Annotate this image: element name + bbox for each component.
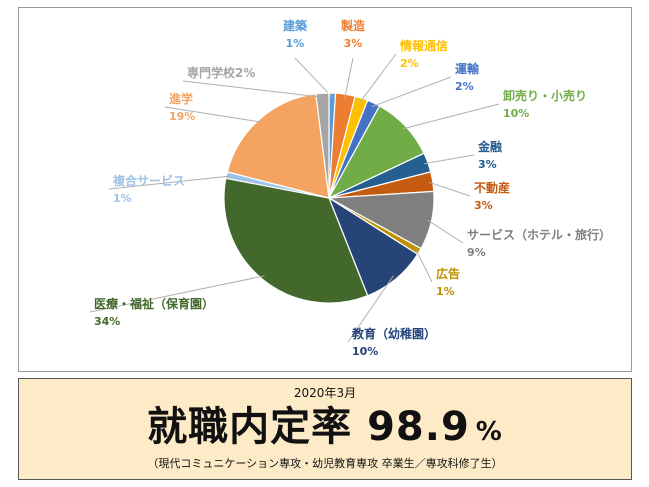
leader-line [108,175,231,190]
leader-line [415,249,433,283]
slice-label: 製造 [340,18,366,33]
leader-line [182,80,323,98]
slice-percent-label: 1% [286,37,305,50]
slice-label: 情報通信 [400,38,448,53]
slice-label: 広告 [436,266,460,281]
leader-line [89,275,265,313]
slice-label: 複合サービス [112,173,185,188]
slice-label: サービス（ホテル・旅行） [467,227,611,242]
pie-slice [223,177,369,304]
banner-date: 2020年3月 [293,386,357,400]
slice-percent-label: 9% [467,246,486,259]
slice-label: 運輸 [455,61,480,76]
slice-percent-label: 10% [503,107,529,120]
slice-percent-label: 19% [169,110,195,123]
leader-line [423,154,475,165]
slice-percent-label: 1% [436,285,455,298]
slice-percent-label: 1% [113,192,132,205]
slice-label: 不動産 [474,180,510,195]
pie-chart: 建築 1% 製造 3% 情報通信 2% 運輸 2% 卸売り・小売り 10% 金融 3% 不動産 3% サービ… [89,18,611,358]
slice-percent-label: 3% [478,158,497,171]
slice-label: 建築 [282,18,308,33]
leader-line [428,181,471,197]
leader-line [294,57,333,98]
leader-line [164,106,263,123]
slice-percent-label: 3% [474,199,493,212]
slice-percent-label: 2% [400,57,419,70]
percent-sign: % [475,417,503,447]
employment-rate-banner: 2020年3月 就職内定率 98.9% （現代コミュニケーション専攻・幼児教育専… [18,378,632,480]
slice-percent-label: 10% [352,345,378,358]
leader-line [427,219,464,244]
slice-label: 専門学校2% [187,65,255,80]
slice-percent-label: 3% [344,37,363,50]
slice-label: 卸売り・小売り [503,88,587,103]
banner-headline: 就職内定率 98.9% [19,403,631,456]
leader-line [402,103,500,130]
slice-percent-label: 34% [94,315,120,328]
banner-note: （現代コミュニケーション専攻・幼児教育専攻 卒業生／専攻科修了生） [147,457,503,470]
leader-line [344,57,354,99]
leader-line [347,275,394,343]
pie-slice [315,92,330,199]
slice-label: 医療・福祉（保育園） [94,296,214,311]
slice-label: 教育（幼稚園） [351,326,436,341]
employment-rate-text: 就職内定率 98.9 [147,404,470,450]
slice-percent-label: 2% [455,80,474,93]
slice-label: 進学 [169,91,193,106]
pie-chart-panel: 建築 1% 製造 3% 情報通信 2% 運輸 2% 卸売り・小売り 10% 金融 3% 不動産 3% サービ… [18,7,632,372]
leader-line [371,76,452,108]
leader-line [359,53,397,103]
slice-label: 金融 [477,139,502,154]
